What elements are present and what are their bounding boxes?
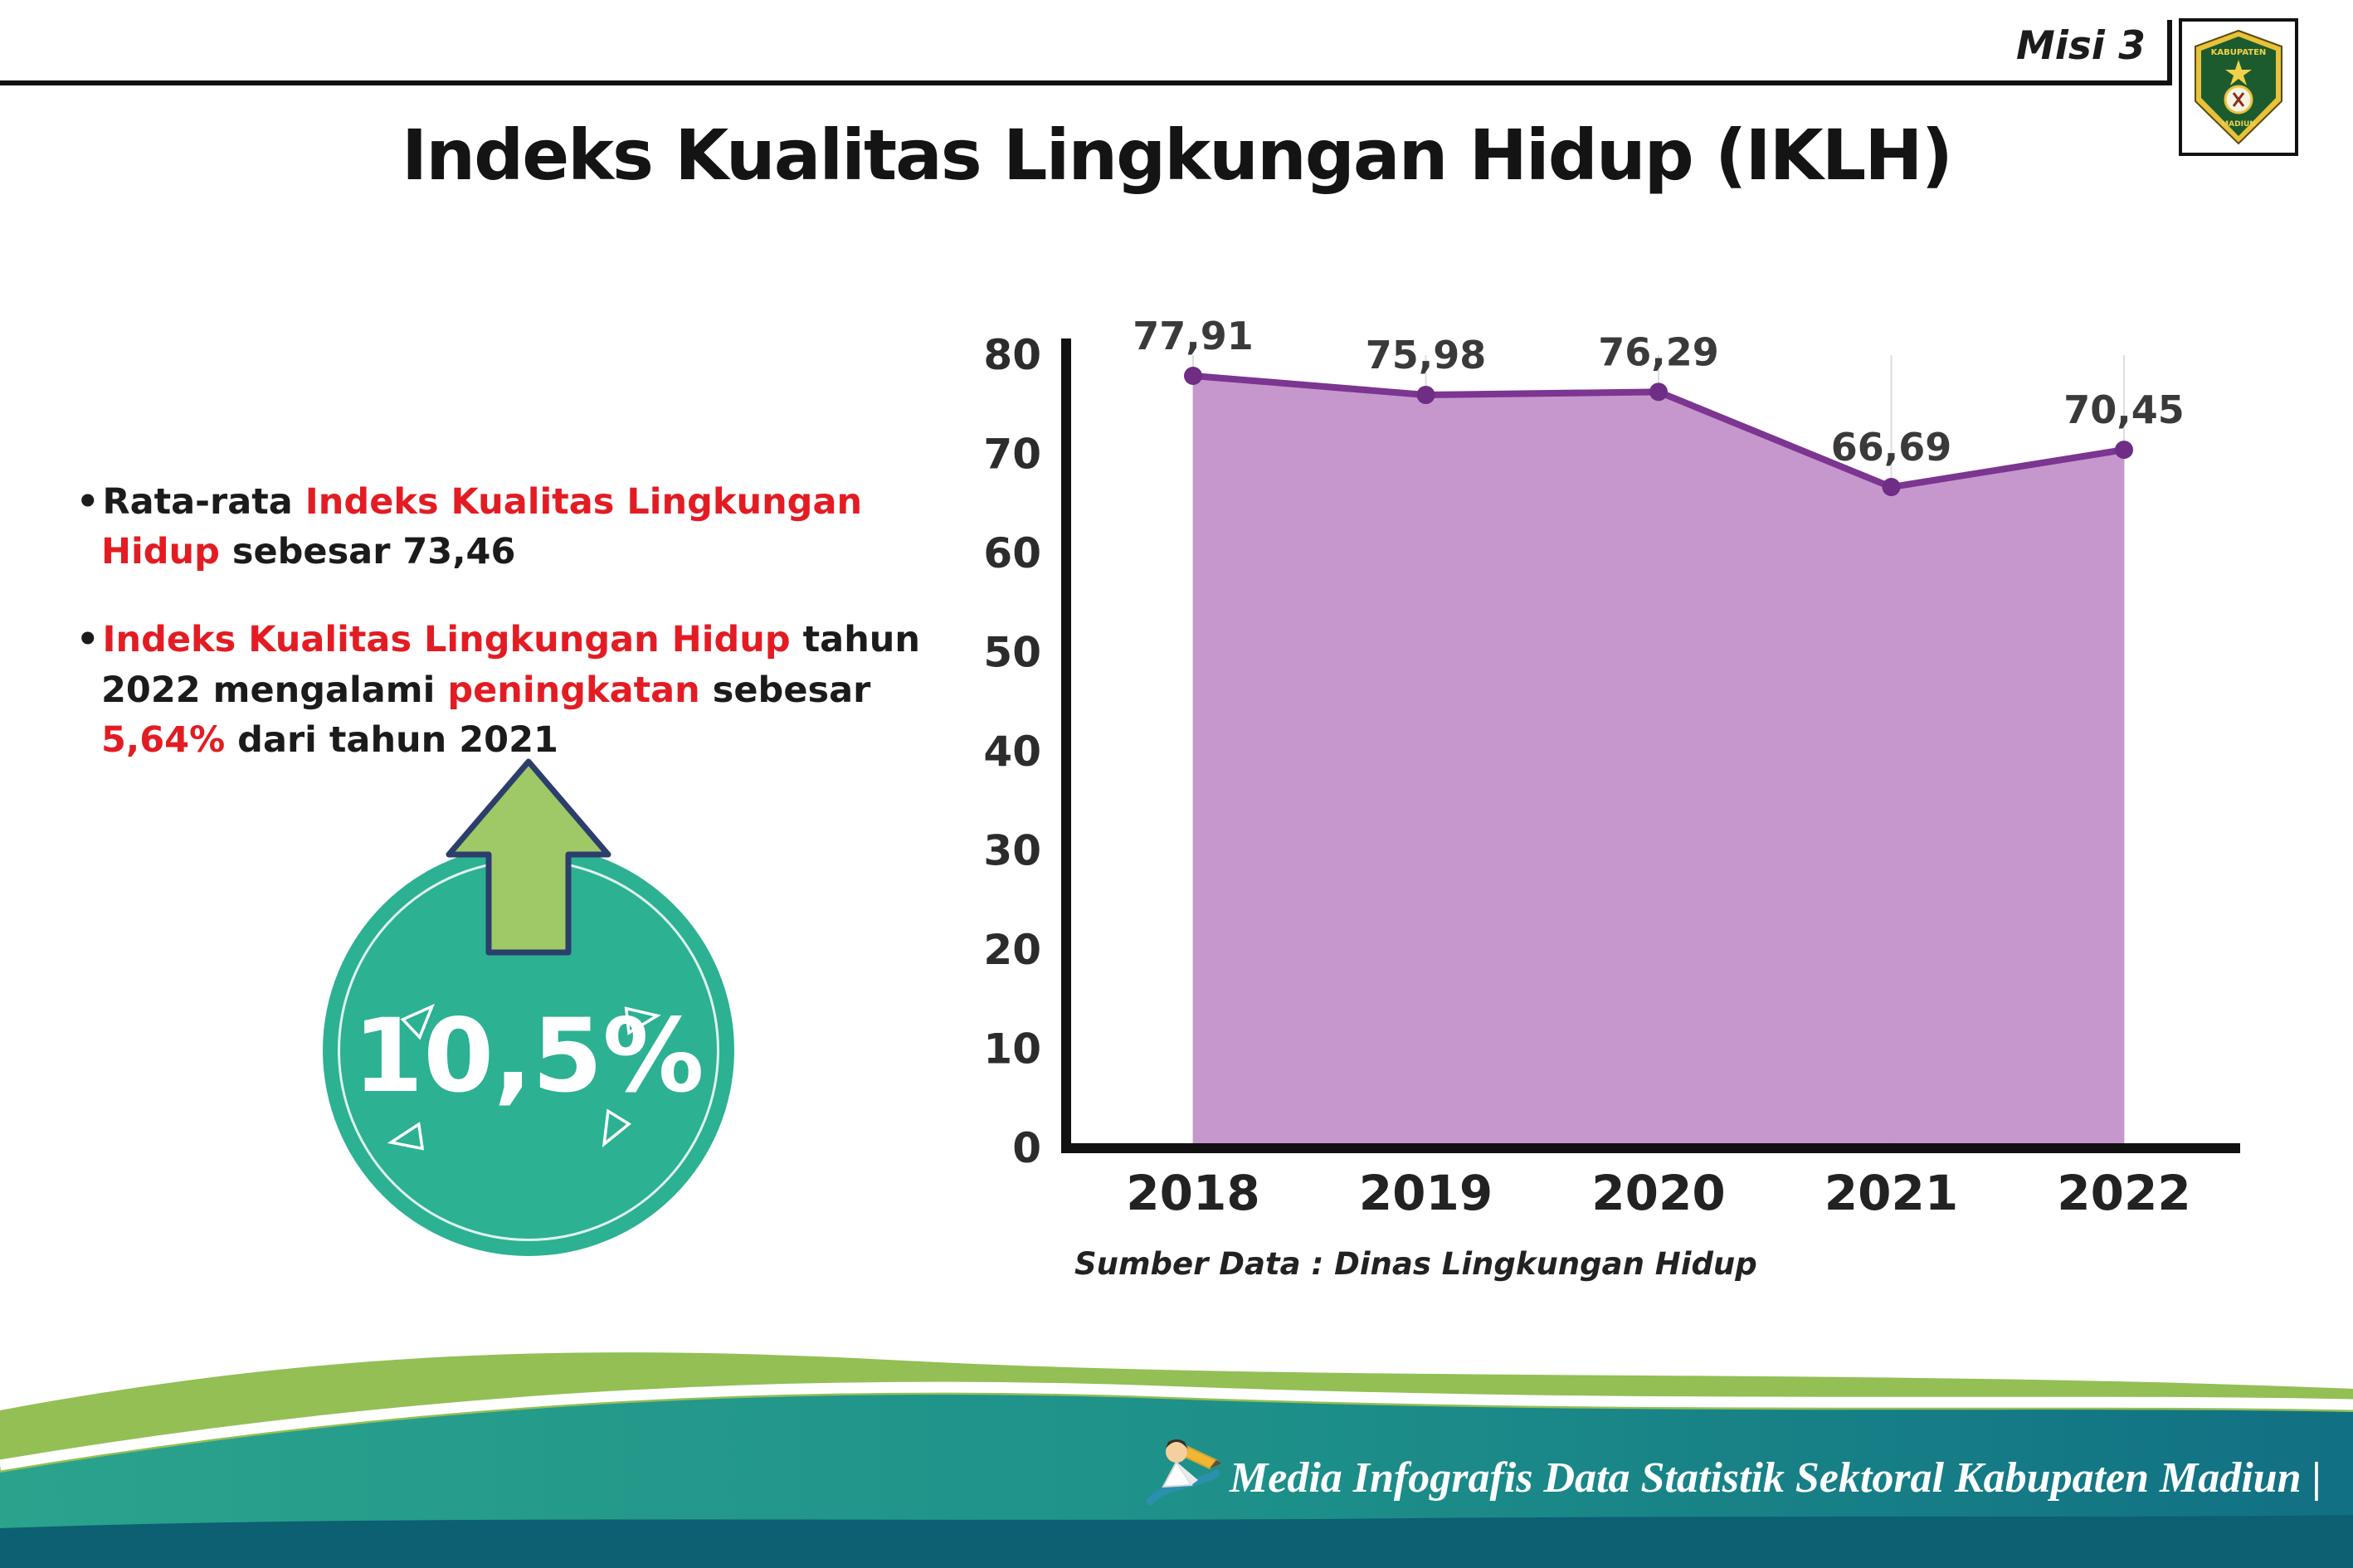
footer-wave-dark	[0, 1515, 2353, 1568]
y-tick-label: 70	[983, 431, 1041, 479]
iklh-area-chart-svg: 77,91 75,98 76,29 66,69 70,45 0 10 20 30 40 50 60 70…	[983, 314, 2240, 1221]
data-point	[1649, 382, 1668, 402]
x-tick-label: 2019	[1359, 1165, 1493, 1221]
bullet-text-segment: 5,64%	[101, 718, 226, 761]
y-tick-label: 0	[1012, 1124, 1041, 1172]
y-tick-label: 80	[983, 331, 1041, 379]
sparkle-triangles-decoration	[387, 1003, 661, 1151]
source-note: Sumber Data : Dinas Lingkungan Hidup	[1074, 1246, 1757, 1282]
footer-credit: Media Infografis Data Statistik Sektoral…	[1230, 1454, 2322, 1502]
x-tick-label: 2021	[1824, 1165, 1958, 1221]
iklh-area-chart: 77,91 75,98 76,29 66,69 70,45 0 10 20 30 40 50 60 70…	[913, 290, 2282, 1327]
page-title: Indeks Kualitas Lingkungan Hidup (IKLH)	[402, 114, 1953, 196]
logo-text-bottom: MADIUN	[2221, 120, 2256, 129]
data-point-label: 76,29	[1598, 329, 1719, 374]
bullet-text-segment: sebesar 73,46	[219, 531, 516, 573]
y-tick-label: 10	[983, 1025, 1041, 1074]
logo-crest-icon: KABUPATEN MADIUN	[2195, 29, 2282, 145]
y-tick-label: 40	[983, 728, 1041, 776]
bullet-average-iklh: Rata-rata Indeks Kualitas Lingkungan Hid…	[76, 477, 972, 577]
increase-badge-circle	[323, 845, 734, 1256]
data-point	[2115, 441, 2133, 460]
bullet-text-segment: peningkatan	[447, 669, 700, 711]
footer-wave-white-line	[0, 1381, 2353, 1471]
up-arrow-icon	[446, 758, 611, 956]
data-point	[1184, 366, 1202, 385]
data-point-label: 77,91	[1133, 314, 1254, 358]
data-point-label: 66,69	[1831, 425, 1952, 470]
misi-label: Misi 3	[2015, 23, 2146, 69]
bullet-iklh-increase: Indeks Kualitas Lingkungan Hidup tahun 2…	[76, 615, 972, 765]
bullet-text-segment: sebesar	[699, 669, 871, 711]
data-point	[1416, 386, 1435, 405]
bullet-text-segment: Indeks Kualitas Lingkungan Hidup	[101, 481, 863, 573]
area-fill	[1193, 375, 2124, 1149]
data-point-label: 70,45	[2063, 387, 2185, 432]
mascot-icon	[1146, 1439, 1221, 1506]
y-tick-label: 60	[983, 529, 1041, 577]
summary-bullet-list: Rata-rata Indeks Kualitas Lingkungan Hid…	[76, 477, 972, 803]
x-tick-label: 2020	[1591, 1165, 1725, 1221]
bullet-text-segment: dari tahun 2021	[225, 718, 558, 761]
bullet-text-segment: tahun 2022 mengalami	[101, 619, 921, 711]
increase-percentage-value: 10,5%	[353, 997, 704, 1115]
kabupaten-madiun-logo: KABUPATEN MADIUN	[2179, 18, 2298, 156]
header-rule	[0, 80, 2167, 85]
x-tick-label: 2018	[1126, 1165, 1259, 1221]
y-tick-label: 20	[983, 926, 1041, 974]
bullet-text-segment: Indeks Kualitas Lingkungan Hidup	[102, 619, 791, 661]
logo-text-top: KABUPATEN	[2211, 48, 2267, 57]
bullet-text-segment: Rata-rata	[102, 481, 305, 523]
data-point	[1882, 478, 1901, 497]
y-tick-label: 30	[983, 827, 1041, 875]
y-tick-label: 50	[983, 629, 1041, 677]
header-rule-corner	[2167, 20, 2172, 85]
data-point-label: 75,98	[1366, 333, 1487, 377]
x-tick-label: 2022	[2057, 1165, 2190, 1221]
